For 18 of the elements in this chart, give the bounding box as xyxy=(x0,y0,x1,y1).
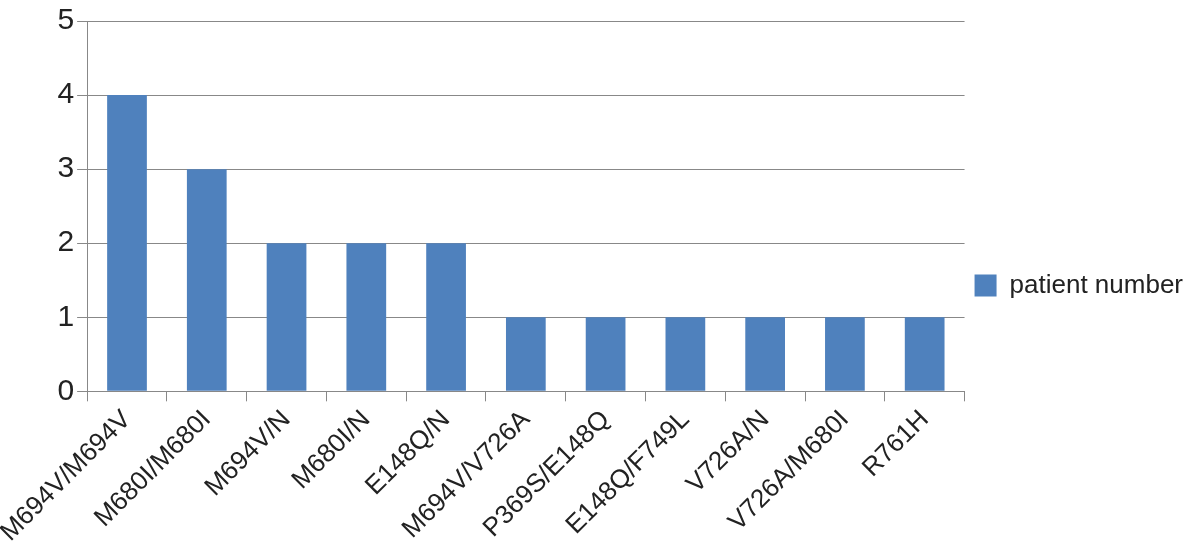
y-tick-label: 5 xyxy=(57,2,75,36)
bar xyxy=(904,317,945,391)
y-tick-label: 0 xyxy=(57,372,75,406)
y-tick-label: 4 xyxy=(57,76,75,110)
bar xyxy=(426,243,466,391)
y-tick-label: 3 xyxy=(57,150,75,184)
bar xyxy=(745,317,785,391)
bar xyxy=(665,317,706,391)
y-tick-label: 1 xyxy=(57,298,75,332)
bar xyxy=(346,243,387,391)
bar xyxy=(186,169,227,391)
bar xyxy=(825,317,865,391)
bar xyxy=(505,317,546,391)
bar xyxy=(107,95,147,391)
y-tick-label: 2 xyxy=(57,224,75,258)
bar xyxy=(266,243,307,391)
bar xyxy=(585,317,626,391)
legend-label: patient number xyxy=(1009,268,1184,299)
